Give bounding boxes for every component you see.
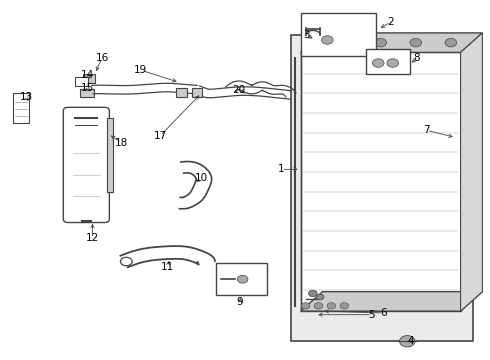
Bar: [291, 35, 473, 341]
Text: 6: 6: [380, 308, 387, 318]
Circle shape: [305, 39, 316, 47]
Circle shape: [410, 39, 421, 47]
Bar: [13, 93, 29, 123]
Circle shape: [372, 59, 384, 67]
Bar: [301, 13, 376, 56]
FancyBboxPatch shape: [63, 107, 109, 222]
Bar: [75, 77, 88, 86]
Polygon shape: [301, 33, 482, 53]
Text: 18: 18: [115, 138, 128, 148]
Text: 15: 15: [81, 83, 94, 93]
Text: 14: 14: [81, 71, 94, 80]
Circle shape: [387, 59, 398, 67]
Text: 20: 20: [233, 85, 246, 95]
Bar: [366, 49, 410, 74]
Text: 9: 9: [237, 297, 244, 307]
Circle shape: [375, 39, 387, 47]
Circle shape: [301, 303, 310, 309]
Text: 19: 19: [134, 65, 147, 75]
Text: 17: 17: [153, 131, 167, 141]
Text: 7: 7: [423, 125, 430, 135]
Bar: [192, 88, 202, 97]
Text: 3: 3: [303, 30, 309, 40]
Bar: [216, 263, 267, 295]
Circle shape: [445, 39, 457, 47]
Bar: [301, 53, 461, 311]
Text: 1: 1: [278, 165, 285, 174]
Circle shape: [327, 303, 336, 309]
Polygon shape: [461, 33, 482, 311]
Text: 4: 4: [407, 336, 414, 346]
Circle shape: [316, 294, 324, 300]
Bar: [176, 88, 187, 97]
Text: 13: 13: [20, 92, 33, 102]
Circle shape: [399, 336, 415, 347]
Circle shape: [321, 36, 333, 44]
Circle shape: [340, 39, 351, 47]
Bar: [83, 74, 95, 82]
Bar: [107, 118, 113, 192]
Circle shape: [121, 257, 132, 266]
Polygon shape: [301, 292, 482, 311]
Text: 5: 5: [368, 310, 375, 320]
Text: 10: 10: [195, 173, 208, 183]
Bar: [80, 89, 94, 97]
Text: 16: 16: [96, 53, 109, 63]
Text: 8: 8: [414, 53, 420, 63]
Circle shape: [314, 303, 323, 309]
Text: 2: 2: [387, 17, 393, 27]
Text: 12: 12: [86, 234, 99, 243]
Circle shape: [340, 303, 349, 309]
Circle shape: [237, 275, 248, 283]
Circle shape: [309, 290, 317, 297]
Text: 11: 11: [161, 262, 174, 272]
